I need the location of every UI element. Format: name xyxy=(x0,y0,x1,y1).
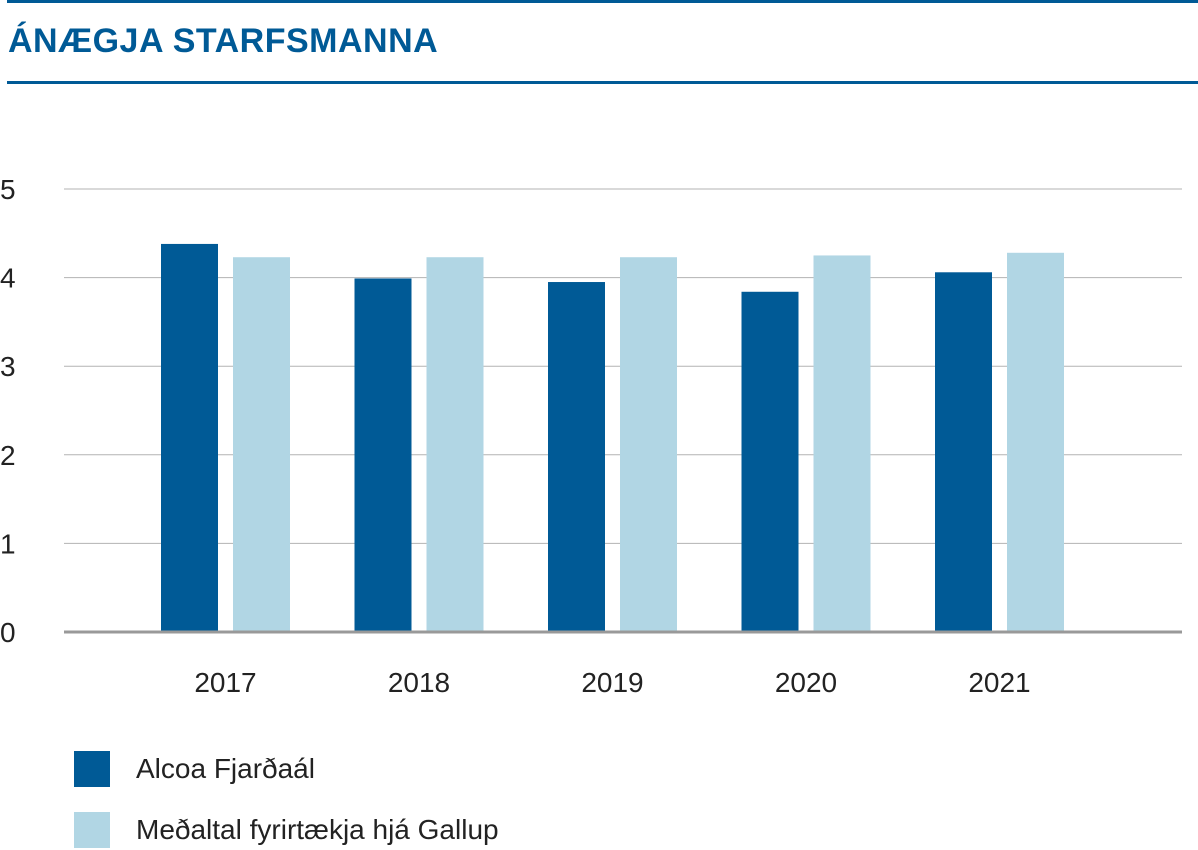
legend-swatch-gallup xyxy=(74,812,110,848)
legend-label-gallup: Meðaltal fyrirtækja hjá Gallup xyxy=(136,814,499,845)
y-tick-label: 3 xyxy=(0,351,16,382)
bar xyxy=(354,278,412,632)
x-tick-label: 2017 xyxy=(194,667,256,698)
bar-chart: 0 1 2 3 4 5 2017 2018 2019 2020 2021 xyxy=(0,174,1182,698)
legend-label-alcoa: Alcoa Fjarðaál xyxy=(136,753,315,784)
y-tick-label: 2 xyxy=(0,440,16,471)
x-tick-label: 2020 xyxy=(775,667,837,698)
bar xyxy=(741,291,799,632)
bar xyxy=(1007,252,1064,633)
bar xyxy=(426,257,484,632)
top-rule xyxy=(7,0,1198,3)
x-tick-label: 2021 xyxy=(968,667,1030,698)
legend-swatch-alcoa xyxy=(74,751,110,787)
y-tick-label: 5 xyxy=(0,174,16,205)
bar xyxy=(161,243,218,632)
bar xyxy=(620,257,677,632)
bar xyxy=(935,272,992,632)
y-tick-label: 1 xyxy=(0,528,16,559)
legend-item-gallup: Meðaltal fyrirtækja hjá Gallup xyxy=(74,811,499,849)
chart-title: ÁNÆGJA STARFSMANNA xyxy=(8,22,439,60)
title-underline xyxy=(7,81,1198,84)
bar xyxy=(813,255,871,632)
bar xyxy=(548,282,605,632)
x-tick-label: 2019 xyxy=(581,667,643,698)
legend-item-alcoa: Alcoa Fjarðaál xyxy=(74,750,315,788)
y-tick-label: 0 xyxy=(0,617,16,648)
bar xyxy=(233,257,290,632)
x-tick-label: 2018 xyxy=(388,667,450,698)
y-tick-label: 4 xyxy=(0,263,16,294)
